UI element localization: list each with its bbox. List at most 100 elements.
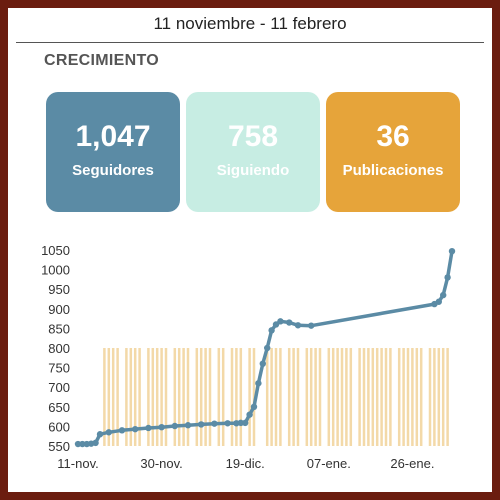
- activity-bar: [252, 348, 256, 446]
- followers-point: [255, 380, 262, 387]
- activity-bar: [248, 348, 251, 446]
- followers-point: [264, 344, 271, 352]
- activity-bar: [345, 348, 348, 446]
- activity-bar: [160, 348, 163, 446]
- activity-bar: [362, 348, 366, 446]
- activity-bar: [296, 348, 300, 446]
- activity-bar: [182, 348, 185, 446]
- following-card: 758 Siguiendo: [186, 92, 320, 212]
- activity-bar: [415, 348, 419, 446]
- activity-bar: [173, 348, 177, 446]
- followers-point: [211, 420, 218, 427]
- posts-card: 36 Publicaciones: [326, 92, 460, 212]
- followers-card: 1,047 Seguidores: [46, 92, 180, 212]
- followers-point: [242, 419, 249, 427]
- posts-label: Publicaciones: [342, 162, 444, 179]
- followers-point: [286, 319, 293, 326]
- activity-bar: [204, 348, 207, 446]
- activity-bar: [138, 348, 141, 446]
- following-count: 758: [227, 120, 279, 153]
- y-tick-label: 900: [48, 302, 70, 317]
- activity-bar: [305, 348, 309, 446]
- followers-point: [96, 431, 104, 438]
- activity-bar: [318, 348, 322, 446]
- followers-point: [237, 419, 244, 427]
- followers-point: [308, 322, 315, 329]
- activity-bar: [327, 348, 331, 446]
- activity-bar: [270, 348, 273, 446]
- activity-bar: [428, 348, 432, 446]
- activity-bar: [292, 348, 295, 446]
- y-tick-label: 1000: [41, 263, 70, 278]
- activity-bar: [406, 348, 410, 446]
- activity-bar: [380, 348, 383, 446]
- activity-bar: [309, 348, 313, 446]
- activity-bar: [419, 348, 423, 446]
- activity-bar: [235, 348, 238, 446]
- growth-chart: 550 600 650 700 750 800 850 900 950 1000 1050 11-no…: [8, 228, 492, 492]
- activity-bar: [239, 348, 243, 446]
- activity-bar: [186, 348, 190, 446]
- followers-point: [294, 322, 302, 329]
- followers-point: [277, 318, 284, 325]
- followers-point: [444, 274, 451, 281]
- activity-bar: [389, 348, 392, 446]
- followers-point: [250, 403, 258, 410]
- activity-bar: [164, 348, 168, 446]
- followers-point: [246, 411, 253, 418]
- growth-chart-svg: 550 600 650 700 750 800 850 900 950 1000 1050 11-no…: [41, 243, 456, 471]
- activity-bar: [331, 348, 335, 446]
- followers-point: [224, 420, 231, 427]
- followers-point: [435, 298, 442, 305]
- y-tick-label: 800: [48, 341, 70, 356]
- activity-bar: [125, 348, 128, 446]
- y-tick-label: 850: [48, 321, 70, 336]
- posts-count: 36: [376, 120, 410, 153]
- date-range-label: 11 noviembre - 11 febrero: [153, 14, 347, 33]
- activity-bar: [446, 348, 449, 446]
- activity-bar: [384, 348, 388, 446]
- followers-point: [105, 429, 113, 436]
- y-tick-label: 950: [48, 282, 70, 297]
- activity-bar: [265, 348, 269, 446]
- activity-bar: [371, 348, 375, 446]
- activity-bar: [441, 348, 445, 446]
- followers-point: [74, 440, 82, 448]
- activity-bar: [367, 348, 370, 446]
- followers-point: [198, 421, 205, 428]
- followers-point: [448, 247, 456, 255]
- activity-bar: [155, 348, 159, 446]
- x-tick-label: 19-dic.: [226, 456, 265, 471]
- y-tick-label: 1050: [41, 243, 70, 258]
- activity-bar: [217, 348, 221, 446]
- activity-bar: [195, 348, 199, 446]
- header-divider: [16, 42, 484, 43]
- activity-bar: [433, 348, 436, 446]
- followers-count: 1,047: [75, 120, 151, 153]
- y-tick-label: 750: [48, 361, 70, 376]
- followers-point: [184, 422, 192, 429]
- followers-point: [158, 423, 165, 431]
- followers-point: [118, 427, 126, 434]
- x-tick-label: 07-ene.: [307, 456, 351, 471]
- activity-bar: [314, 348, 317, 446]
- followers-point: [92, 439, 99, 447]
- activity-bar: [129, 348, 133, 446]
- activity-bar: [336, 348, 339, 446]
- activity-bar: [199, 348, 203, 446]
- activity-bar: [133, 348, 137, 446]
- activity-bar: [274, 348, 278, 446]
- activity-bar: [208, 348, 212, 446]
- followers-point: [145, 424, 152, 432]
- y-tick-label: 700: [48, 380, 70, 395]
- y-tick-label: 650: [48, 400, 70, 415]
- followers-label: Seguidores: [72, 162, 154, 179]
- activity-bar: [103, 348, 106, 446]
- activity-bar: [437, 348, 441, 446]
- activity-bar: [358, 348, 361, 446]
- activity-bar: [177, 348, 181, 446]
- activity-bar: [340, 348, 344, 446]
- report-panel: 11 noviembre - 11 febrero CRECIMIENTO 1,…: [8, 8, 492, 492]
- activity-bar: [349, 348, 353, 446]
- x-tick-label: 30-nov.: [140, 456, 182, 471]
